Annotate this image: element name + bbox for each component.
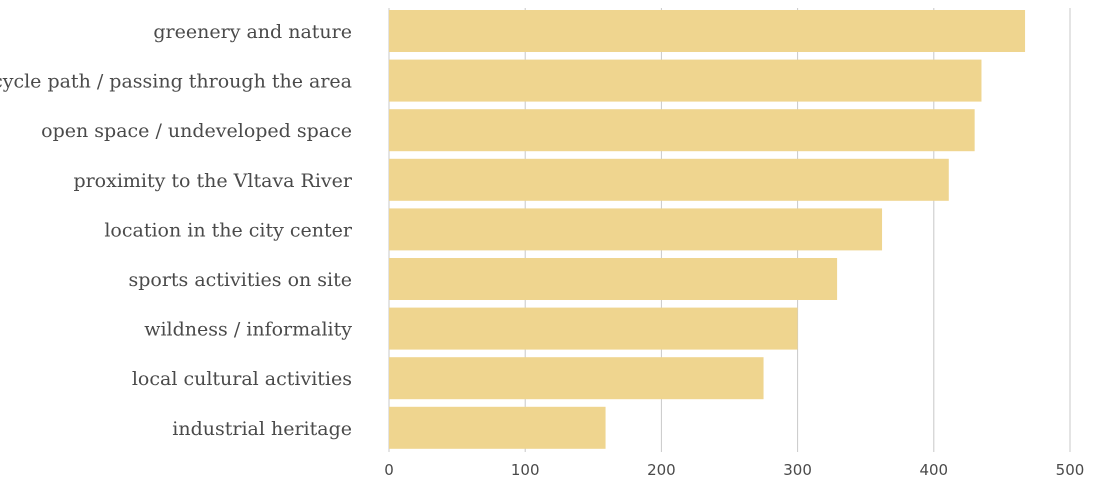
category-label-8: local cultural activities xyxy=(132,368,352,390)
x-axis-tick-labels: 0 100 200 300 400 500 xyxy=(384,461,1084,479)
x-tick-label-400: 400 xyxy=(919,461,948,479)
x-tick-label-0: 0 xyxy=(384,461,394,479)
bar-6 xyxy=(389,258,838,300)
category-label-9: industrial heritage xyxy=(172,418,352,440)
bar-layer xyxy=(389,10,1026,449)
category-label-3: open space / undeveloped space xyxy=(41,120,352,142)
x-tick-label-500: 500 xyxy=(1056,461,1085,479)
category-label-2: cycle path / passing through the area xyxy=(0,71,352,93)
category-label-1: greenery and nature xyxy=(153,21,352,43)
bar-9 xyxy=(389,406,606,449)
bar-4 xyxy=(389,158,949,201)
bar-2 xyxy=(389,59,982,102)
bar-3 xyxy=(389,109,975,152)
category-label-6: sports activities on site xyxy=(128,269,352,291)
x-tick-label-300: 300 xyxy=(783,461,812,479)
x-tick-label-100: 100 xyxy=(511,461,540,479)
category-label-7: wildness / informality xyxy=(144,319,352,341)
category-label-5: location in the city center xyxy=(104,219,353,241)
bar-5 xyxy=(389,208,883,251)
category-labels: greenery and nature cycle path / passing … xyxy=(0,21,353,440)
bar-1 xyxy=(389,10,1026,52)
x-tick-label-200: 200 xyxy=(647,461,676,479)
category-label-4: proximity to the Vltava River xyxy=(73,170,352,192)
bar-7 xyxy=(389,307,798,350)
bar-8 xyxy=(389,357,764,400)
